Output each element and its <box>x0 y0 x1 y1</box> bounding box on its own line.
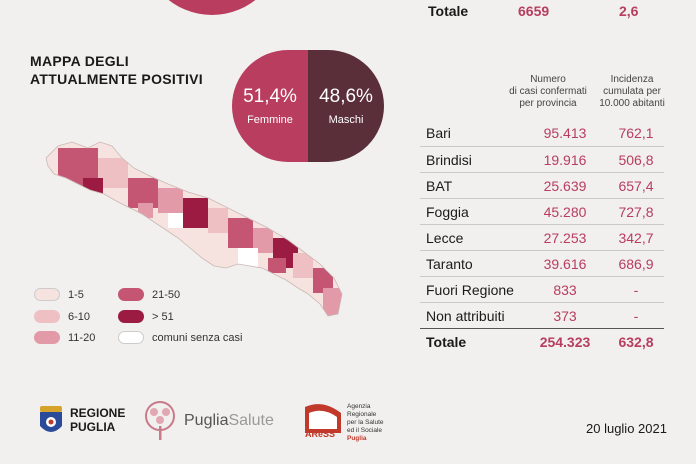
province-name: Foggia <box>426 203 469 220</box>
table-row: Foggia 45.280 727,8 <box>420 198 664 224</box>
top-partial-circle <box>142 0 282 15</box>
legend-item: 1-5 <box>34 288 84 301</box>
ares-line2: Regionale <box>347 411 377 418</box>
province-incidence: - <box>633 307 639 324</box>
tree-icon <box>145 401 175 440</box>
legend-label: comuni senza casi <box>152 331 243 344</box>
province-cases: 95.413 <box>543 125 587 141</box>
legend-swatch <box>118 288 144 301</box>
regione-puglia-logo: REGIONE PUGLIA <box>38 402 125 438</box>
legend-label: > 51 <box>152 310 174 323</box>
aress-logo: AReSS Agenzia Regionale per la Salute ed… <box>305 403 384 443</box>
col-cases-line2: di casi confermati <box>509 86 587 97</box>
province-name: Lecce <box>426 229 464 246</box>
logo-ares-text: AReSS <box>305 429 336 439</box>
province-incidence: 727,8 <box>618 203 654 220</box>
province-incidence: 342,7 <box>618 229 654 246</box>
legend-item: comuni senza casi <box>118 331 243 344</box>
province-incidence: 686,9 <box>618 255 654 272</box>
map-title: MAPPA DEGLI ATTUALMENTE POSITIVI <box>30 52 230 88</box>
aress-mark-icon: AReSS <box>305 403 341 439</box>
legend-label: 21-50 <box>152 288 181 301</box>
province-cases: 19.916 <box>543 151 587 168</box>
legend-swatch <box>118 331 144 344</box>
province-cases: 39.616 <box>543 255 587 272</box>
table-row: BAT 25.639 657,4 <box>420 172 664 198</box>
puglia-salute-logo: PugliaSalute <box>140 400 274 442</box>
col-cases-line3: per provincia <box>519 98 577 109</box>
legend-label: 11-20 <box>68 331 96 344</box>
logo-ps-text-b: Salute <box>228 412 274 429</box>
table-total-row: Totale 254.323 632,8 <box>420 328 664 354</box>
map-title-line1: MAPPA DEGLI <box>30 53 129 69</box>
province-incidence: 657,4 <box>618 177 654 194</box>
province-cases: 833 <box>553 281 577 298</box>
province-name: Non attribuiti <box>426 307 505 324</box>
male-pct: 48,6% <box>319 86 373 107</box>
province-incidence: 506,8 <box>618 151 654 168</box>
legend-item: 11-20 <box>34 331 95 344</box>
female-label: Femmine <box>247 114 293 126</box>
table-row: Non attribuiti 373 - <box>420 302 664 328</box>
col-inc-line1: Incidenza <box>610 74 654 85</box>
col-inc-line3: 10.000 abitanti <box>599 98 665 109</box>
table-row: Fuori Regione 833 - <box>420 276 664 302</box>
logo-ps-text-a: Puglia <box>184 412 229 429</box>
map-title-line2: ATTUALMENTE POSITIVI <box>30 71 203 87</box>
ares-line5: Puglia <box>347 435 367 442</box>
total-incidence: 632,8 <box>618 333 654 350</box>
ares-line3: per la Salute <box>347 419 384 426</box>
legend-item: 6-10 <box>34 310 90 323</box>
total-label: Totale <box>426 333 467 350</box>
logo-rp-text2: PUGLIA <box>70 420 116 434</box>
col-inc-line2: cumulata per <box>603 86 661 97</box>
male-label: Maschi <box>328 114 364 126</box>
province-table: Bari 95.413 762,1 Brindisi 19.916 506,8 … <box>420 120 664 354</box>
table-row: Taranto 39.616 686,9 <box>420 250 664 276</box>
province-cases: 27.253 <box>543 229 587 246</box>
province-name: Fuori Regione <box>426 281 514 298</box>
table-row: Lecce 27.253 342,7 <box>420 224 664 250</box>
province-name: Taranto <box>426 255 473 272</box>
coat-of-arms-icon <box>40 406 62 432</box>
legend-label: 6-10 <box>68 310 91 323</box>
puglia-map <box>45 141 343 317</box>
legend-swatch <box>34 288 60 301</box>
province-name: BAT <box>426 177 453 194</box>
top-total-label: Totale <box>428 3 469 19</box>
top-total-cases: 6659 <box>518 3 550 19</box>
province-incidence: - <box>633 281 639 298</box>
province-cases: 25.639 <box>543 177 587 194</box>
column-header-cases: Numero di casi confermati per provincia <box>498 74 598 110</box>
province-cases: 45.280 <box>543 203 587 220</box>
report-date: 20 luglio 2021 <box>586 421 667 436</box>
legend-label: 1-5 <box>68 288 84 301</box>
legend-swatch <box>34 331 60 344</box>
column-header-incidence: Incidenza cumulata per 10.000 abitanti <box>586 74 678 110</box>
province-name: Bari <box>426 125 451 141</box>
legend-item: 21-50 <box>118 288 180 301</box>
top-total-incidence: 2,6 <box>619 3 639 19</box>
ares-line1: Agenzia <box>347 403 371 410</box>
ares-line4: ed il Sociale <box>347 427 383 434</box>
map-legend: 1-5 21-50 6-10 > 51 11-20 comuni senza c… <box>34 288 264 348</box>
province-cases: 373 <box>553 307 577 324</box>
province-name: Brindisi <box>426 151 472 168</box>
legend-item: > 51 <box>118 310 174 323</box>
col-cases-line1: Numero <box>530 74 566 85</box>
table-row: Brindisi 19.916 506,8 <box>420 146 664 172</box>
table-row: Bari 95.413 762,1 <box>420 120 664 146</box>
logo-rp-text1: REGIONE <box>70 406 126 420</box>
female-pct: 51,4% <box>243 86 297 107</box>
province-incidence: 762,1 <box>618 125 654 141</box>
legend-swatch <box>118 310 144 323</box>
legend-swatch <box>34 310 60 323</box>
total-cases: 254.323 <box>539 333 591 350</box>
